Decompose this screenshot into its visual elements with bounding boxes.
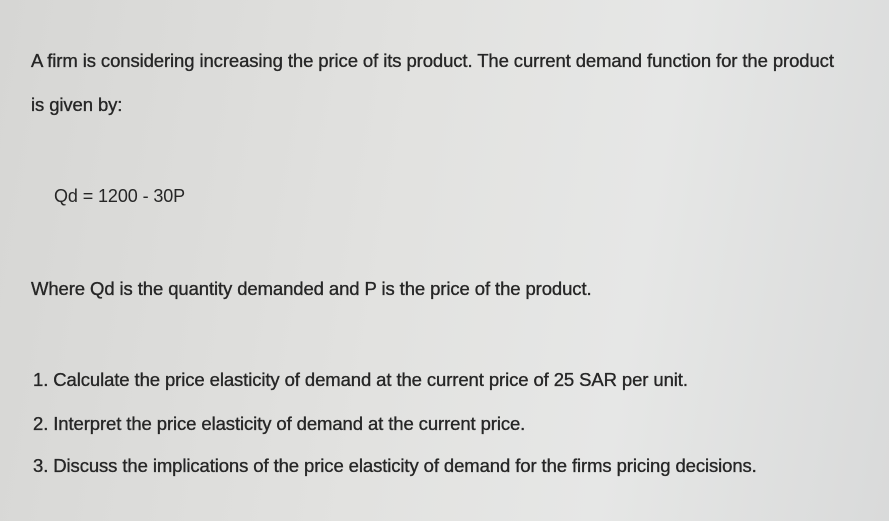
question-2: 2. Interpret the price elasticity of dem…	[33, 413, 526, 434]
question-3: 3. Discuss the implications of the price…	[33, 455, 757, 476]
intro-text-line-2: is given by:	[31, 94, 123, 115]
definition-text: Where Qd is the quantity demanded and P …	[31, 278, 592, 299]
intro-text-line-1: A firm is considering increasing the pri…	[31, 50, 834, 71]
demand-equation: Qd = 1200 - 30P	[54, 186, 186, 206]
question-1: 1. Calculate the price elasticity of dem…	[33, 369, 688, 390]
